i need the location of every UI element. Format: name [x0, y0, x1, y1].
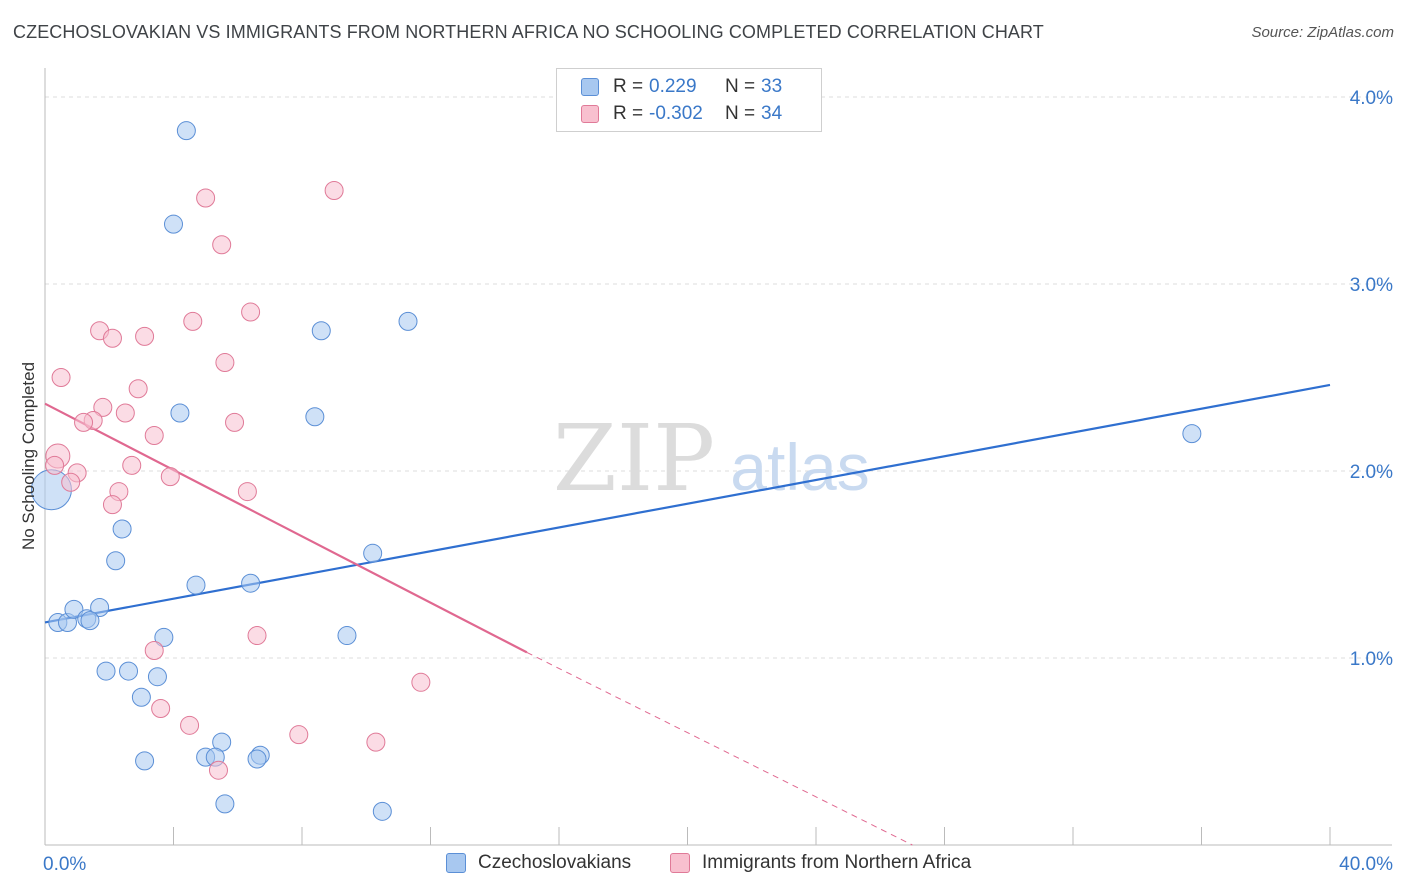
- legend-label: Czechoslovakians: [478, 852, 632, 873]
- immigrant-point: [212, 235, 232, 255]
- axes: [44, 68, 1392, 846]
- czechoslovakian-point: [176, 121, 196, 141]
- immigrant-point: [196, 188, 216, 208]
- immigrant-point: [237, 482, 257, 502]
- czechoslovakian-point: [170, 403, 190, 423]
- legend-row-immigrants: R = -0.302 N = 34: [581, 101, 782, 127]
- legend-row-czechoslovakians: R = 0.229 N = 33: [581, 74, 782, 100]
- immigrant-point: [241, 302, 261, 322]
- y-tick-label: 4.0%: [1350, 88, 1393, 109]
- gridlines: [45, 96, 1392, 659]
- czechoslovakian-point: [186, 575, 206, 595]
- legend-r-value: 0.229: [649, 76, 697, 97]
- immigrant-point: [93, 397, 113, 417]
- czechoslovakian-point: [305, 407, 325, 427]
- x-tick-label: 0.0%: [43, 854, 86, 875]
- legend-swatch-pink: [670, 853, 690, 873]
- legend-item-czechoslovakians: Czechoslovakians: [446, 852, 631, 874]
- czechoslovakian-point: [96, 661, 116, 681]
- czechoslovakian-point: [1182, 424, 1202, 444]
- immigrant-point: [225, 412, 245, 432]
- immigrant-point: [180, 715, 200, 735]
- legend-swatch-blue: [446, 853, 466, 873]
- legend-n-value: 34: [761, 103, 783, 124]
- czechoslovakian-point: [80, 611, 100, 631]
- legend-n-label: N =: [725, 103, 756, 124]
- y-tick-label: 1.0%: [1350, 649, 1393, 670]
- legend-r-value: -0.302: [649, 103, 703, 124]
- correlation-legend: R = 0.229 N = 33 R = -0.302 N = 34: [556, 68, 822, 132]
- immigrant-point: [144, 425, 164, 445]
- czechoslovakian-point: [363, 543, 383, 563]
- immigrant-point: [183, 311, 203, 331]
- immigrant-point: [102, 328, 122, 348]
- immigrant-point: [247, 626, 267, 646]
- y-axis-label: No Schooling Completed: [19, 362, 38, 550]
- immigrant-point: [366, 732, 386, 752]
- immigrant-point: [151, 698, 171, 718]
- immigrant-point: [215, 353, 235, 373]
- y-tick-labels: 1.0% 2.0% 3.0% 4.0%: [1350, 88, 1393, 670]
- legend-swatch-blue: [581, 78, 599, 96]
- czechoslovakian-point: [311, 321, 331, 341]
- immigrant-trend-line: [44, 402, 528, 654]
- czechoslovakian-point: [112, 519, 132, 539]
- immigrant-point: [135, 326, 155, 346]
- immigrant-point: [208, 760, 228, 780]
- immigrant-point: [115, 403, 135, 423]
- immigrant-point: [45, 455, 65, 475]
- legend-label: Immigrants from Northern Africa: [702, 852, 972, 873]
- czechoslovakian-point: [398, 311, 418, 331]
- immigrant-point: [74, 412, 94, 432]
- czechoslovakian-point: [119, 661, 139, 681]
- chart-title: CZECHOSLOVAKIAN VS IMMIGRANTS FROM NORTH…: [13, 22, 1044, 42]
- czechoslovakian-point: [215, 794, 235, 814]
- czechoslovakian-point: [64, 599, 84, 619]
- source-label: Source: ZipAtlas.com: [1251, 24, 1394, 41]
- immigrant-point: [61, 472, 81, 492]
- immigrant-point: [160, 467, 180, 487]
- czechoslovakian-point: [337, 626, 357, 646]
- y-tick-label: 3.0%: [1350, 275, 1393, 296]
- czechoslovakian-point: [135, 751, 155, 771]
- legend-r-label: R =: [613, 103, 644, 124]
- legend-r-label: R =: [613, 76, 644, 97]
- czechoslovakian-point: [131, 687, 151, 707]
- immigrant-point: [289, 725, 309, 745]
- legend-item-immigrants: Immigrants from Northern Africa: [670, 852, 971, 874]
- czechoslovakian-point: [164, 214, 183, 234]
- legend-n-label: N =: [725, 76, 756, 97]
- data-points: [30, 121, 1202, 821]
- immigrant-point: [102, 495, 122, 515]
- czechoslovakian-point: [372, 801, 392, 821]
- legend-n-value: 33: [761, 76, 783, 97]
- y-tick-label: 2.0%: [1350, 462, 1393, 483]
- czechoslovakian-point: [106, 551, 126, 571]
- immigrant-point: [144, 641, 164, 661]
- watermark-zip: ZIP: [553, 405, 715, 512]
- immigrant-point: [122, 455, 142, 475]
- czechoslovakian-point: [241, 573, 261, 593]
- watermark: ZIP atlas: [553, 405, 870, 512]
- czechoslovakian-point: [247, 749, 267, 769]
- immigrant-point: [324, 181, 344, 200]
- czechoslovakian-point: [147, 667, 167, 687]
- immigrant-point: [411, 672, 431, 692]
- x-tick-label: 40.0%: [1339, 854, 1393, 875]
- immigrant-point: [128, 379, 148, 399]
- legend-swatch-pink: [581, 105, 599, 123]
- czechoslovakian-point: [154, 627, 174, 647]
- immigrant-trend-extension: [526, 651, 913, 846]
- czechoslovakian-point: [90, 598, 110, 618]
- immigrant-point: [51, 368, 71, 387]
- x-tick-labels: 0.0% 40.0%: [43, 854, 1393, 875]
